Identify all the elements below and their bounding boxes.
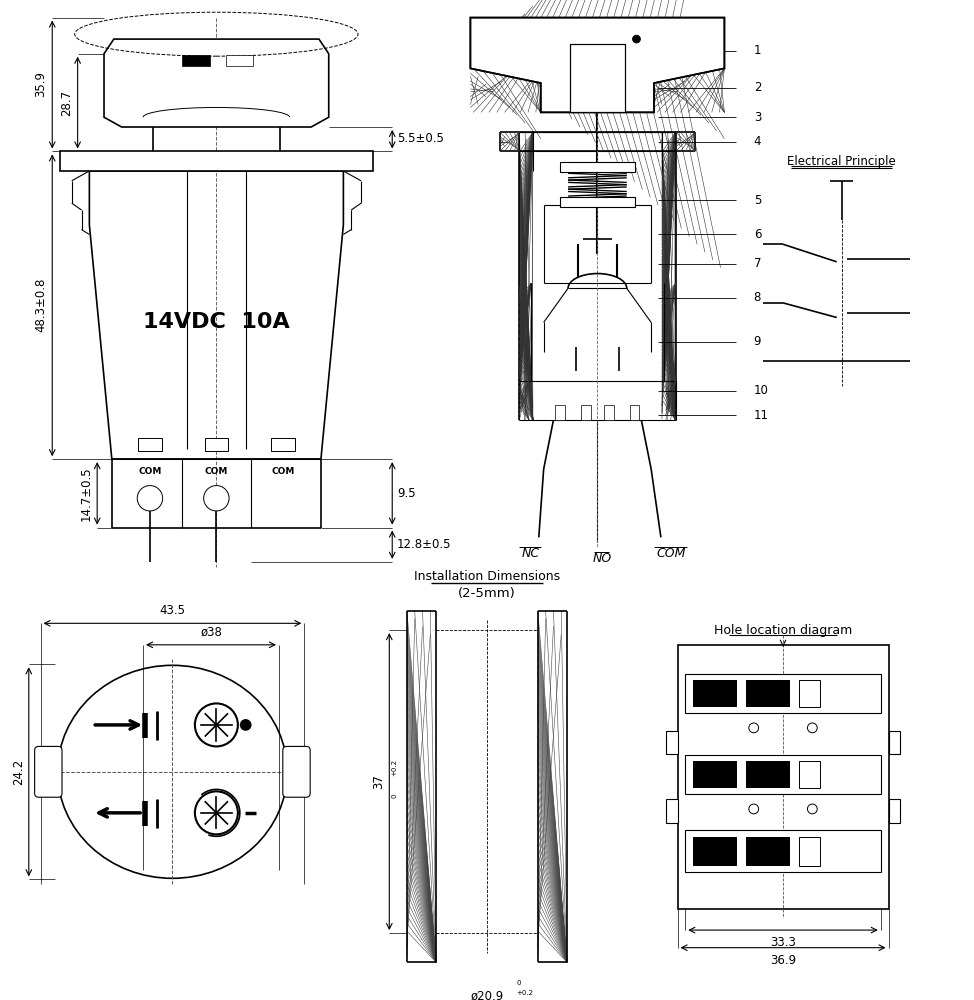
- Text: 14.7±0.5: 14.7±0.5: [79, 466, 93, 521]
- Text: +0.2: +0.2: [392, 759, 397, 776]
- Circle shape: [240, 719, 251, 731]
- Text: 0: 0: [392, 793, 397, 798]
- Bar: [888, 799, 900, 823]
- Text: 43.5: 43.5: [160, 604, 185, 617]
- Bar: [799, 761, 820, 788]
- Bar: [799, 680, 820, 707]
- Bar: [686, 674, 880, 713]
- Circle shape: [204, 486, 229, 511]
- Text: 24.2: 24.2: [12, 759, 25, 785]
- Text: 37: 37: [372, 774, 386, 789]
- Text: 6: 6: [754, 228, 762, 241]
- Text: 33.3: 33.3: [770, 936, 796, 949]
- Bar: [666, 799, 678, 823]
- Circle shape: [807, 804, 817, 814]
- Text: 2: 2: [754, 81, 762, 94]
- Circle shape: [632, 35, 640, 43]
- Bar: [604, 405, 614, 420]
- Circle shape: [137, 486, 163, 511]
- Bar: [678, 645, 888, 909]
- Text: Hole location diagram: Hole location diagram: [714, 624, 852, 637]
- Text: +0.2: +0.2: [516, 990, 534, 996]
- Bar: [182, 55, 209, 66]
- Text: ø38: ø38: [201, 626, 222, 639]
- Text: 12.8±0.5: 12.8±0.5: [397, 538, 452, 551]
- Bar: [686, 830, 880, 872]
- Bar: [693, 761, 737, 788]
- Polygon shape: [90, 171, 344, 459]
- Bar: [205, 438, 228, 451]
- FancyBboxPatch shape: [35, 746, 62, 797]
- Bar: [746, 837, 790, 866]
- Text: 35.9: 35.9: [34, 71, 48, 97]
- Text: 11: 11: [754, 409, 768, 422]
- Text: (2-5mm): (2-5mm): [458, 587, 516, 600]
- Text: 5: 5: [754, 194, 761, 207]
- Text: 28.7: 28.7: [59, 90, 73, 116]
- Text: Installation Dimensions: Installation Dimensions: [414, 570, 560, 583]
- Text: 7: 7: [754, 257, 762, 270]
- Text: COM: COM: [138, 467, 162, 476]
- Text: 10: 10: [754, 384, 768, 397]
- Text: 36.9: 36.9: [770, 954, 796, 967]
- Bar: [60, 151, 373, 171]
- Bar: [693, 680, 737, 707]
- Text: 8: 8: [754, 291, 761, 304]
- Bar: [555, 405, 565, 420]
- Bar: [570, 44, 624, 112]
- Text: 9.5: 9.5: [397, 487, 416, 500]
- Text: COM: COM: [205, 467, 228, 476]
- Text: NC: NC: [522, 547, 540, 560]
- Polygon shape: [470, 18, 725, 112]
- Ellipse shape: [57, 665, 287, 878]
- Text: Electrical Principle: Electrical Principle: [787, 155, 896, 168]
- Text: 5.5±0.5: 5.5±0.5: [397, 132, 444, 145]
- Text: 4: 4: [754, 135, 762, 148]
- Text: 9: 9: [754, 335, 762, 348]
- Bar: [581, 405, 590, 420]
- Bar: [271, 438, 294, 451]
- Text: 3: 3: [754, 111, 761, 124]
- Text: 0: 0: [516, 980, 521, 986]
- Bar: [746, 761, 790, 788]
- Bar: [746, 680, 790, 707]
- Bar: [686, 755, 880, 794]
- Bar: [226, 55, 253, 66]
- Text: COM: COM: [271, 467, 294, 476]
- Text: 48.3±0.8: 48.3±0.8: [34, 278, 48, 332]
- Text: ø20.9: ø20.9: [470, 990, 504, 1000]
- Text: COM: COM: [656, 547, 686, 560]
- FancyBboxPatch shape: [282, 746, 310, 797]
- Text: 14VDC  10A: 14VDC 10A: [143, 312, 289, 332]
- Bar: [560, 197, 634, 207]
- Text: NO: NO: [592, 552, 612, 565]
- Circle shape: [807, 723, 817, 733]
- Polygon shape: [104, 39, 329, 127]
- Bar: [799, 837, 820, 866]
- Bar: [666, 731, 678, 754]
- Circle shape: [749, 723, 759, 733]
- Bar: [570, 44, 624, 112]
- Circle shape: [749, 804, 759, 814]
- Bar: [560, 162, 634, 172]
- Bar: [629, 405, 639, 420]
- Bar: [138, 438, 162, 451]
- Bar: [693, 837, 737, 866]
- Text: 1: 1: [754, 44, 762, 57]
- Bar: [888, 731, 900, 754]
